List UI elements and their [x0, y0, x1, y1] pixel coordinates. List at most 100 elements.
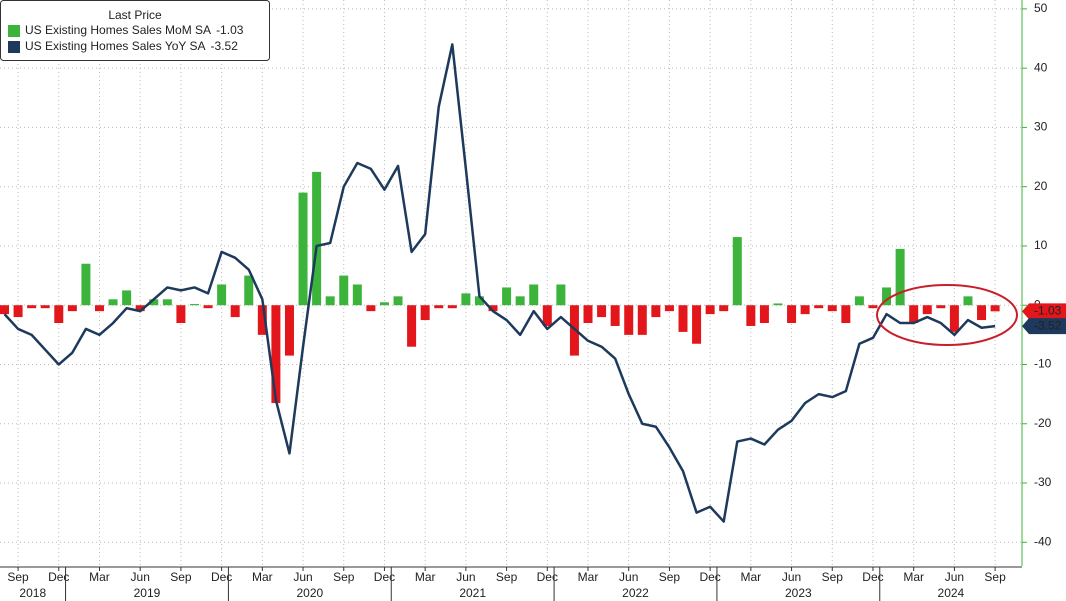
year-label: 2024 — [938, 586, 965, 600]
bar — [990, 305, 1000, 312]
bar — [542, 305, 552, 326]
bar — [759, 305, 769, 324]
bar — [407, 305, 417, 347]
x-tick-label: Mar — [89, 570, 110, 584]
bar — [949, 305, 959, 332]
year-label: 2023 — [785, 586, 812, 600]
bar — [312, 171, 322, 306]
bar — [298, 192, 308, 306]
bar — [162, 299, 172, 306]
bar — [339, 275, 349, 306]
bar — [678, 305, 688, 332]
bar — [284, 305, 294, 356]
bar — [366, 305, 376, 312]
bar — [692, 305, 702, 344]
year-label: 2022 — [622, 586, 649, 600]
x-tick-label: Sep — [496, 570, 518, 584]
x-tick-label: Jun — [619, 570, 638, 584]
highlight-circle — [876, 284, 1018, 346]
y-tick-label: -20 — [1034, 416, 1052, 430]
legend-label: US Existing Homes Sales MoM SA — [25, 23, 211, 37]
year-label: 2019 — [134, 586, 161, 600]
bar — [502, 287, 512, 306]
y-tick-label: 40 — [1034, 60, 1048, 74]
x-tick-label: Sep — [822, 570, 844, 584]
y-tick-label: 20 — [1034, 179, 1048, 193]
x-tick-label: Jun — [945, 570, 964, 584]
x-tick-label: Mar — [415, 570, 436, 584]
x-tick-label: Sep — [7, 570, 29, 584]
x-tick-label: Dec — [699, 570, 720, 584]
x-tick-label: Jun — [293, 570, 312, 584]
x-tick-label: Mar — [578, 570, 599, 584]
bar — [909, 305, 919, 324]
x-tick-label: Dec — [862, 570, 883, 584]
bar — [420, 305, 430, 321]
bar — [54, 305, 64, 324]
bar — [977, 305, 987, 321]
bar — [488, 305, 498, 312]
legend-value: -1.03 — [216, 23, 244, 37]
bar — [257, 305, 267, 335]
value-tag — [1022, 318, 1066, 335]
bar — [814, 305, 824, 309]
bar — [108, 299, 118, 306]
bar — [583, 305, 593, 324]
y-tick-label: 10 — [1034, 238, 1048, 252]
bar — [67, 305, 77, 312]
bar — [610, 305, 620, 326]
legend-swatch — [8, 25, 20, 37]
y-tick-label: 50 — [1034, 1, 1048, 15]
y-tick-label: -30 — [1034, 475, 1052, 489]
bar — [705, 305, 715, 315]
bar — [176, 305, 186, 324]
value-tag — [1022, 303, 1066, 320]
y-tick-label: 30 — [1034, 120, 1048, 134]
bar — [13, 305, 23, 318]
bar — [271, 305, 281, 404]
bar — [651, 305, 661, 318]
x-tick-label: Jun — [131, 570, 150, 584]
x-tick-label: Sep — [170, 570, 192, 584]
x-tick-label: Dec — [211, 570, 232, 584]
x-tick-label: Mar — [741, 570, 762, 584]
bar — [895, 248, 905, 306]
bar — [40, 305, 50, 309]
bar — [868, 305, 878, 309]
bar — [637, 305, 647, 335]
legend-label: US Existing Homes Sales YoY SA — [25, 39, 206, 53]
bar — [352, 284, 362, 306]
x-tick-label: Jun — [782, 570, 801, 584]
bar — [379, 302, 389, 306]
bar — [746, 305, 756, 326]
legend: Last Price US Existing Homes Sales MoM S… — [0, 0, 270, 61]
bar — [81, 263, 91, 306]
bar — [325, 296, 335, 306]
bar — [841, 305, 851, 324]
x-tick-label: Dec — [48, 570, 69, 584]
bar — [597, 305, 607, 318]
legend-box — [0, 0, 270, 61]
bar — [189, 304, 199, 306]
bar — [882, 287, 892, 306]
bar — [122, 290, 132, 306]
line — [3, 43, 996, 523]
bar — [244, 275, 254, 306]
bar — [773, 303, 783, 306]
bar — [624, 305, 634, 335]
bar — [827, 305, 837, 312]
x-tick-label: Mar — [252, 570, 273, 584]
bar — [556, 284, 566, 306]
bar — [854, 296, 864, 306]
bar — [922, 305, 932, 315]
x-tick-label: Jun — [456, 570, 475, 584]
bar — [732, 237, 742, 306]
bar — [461, 293, 471, 306]
legend-title: Last Price — [108, 8, 162, 22]
bar — [447, 305, 457, 309]
bar — [529, 284, 539, 306]
bar — [27, 305, 37, 309]
x-tick-label: Sep — [333, 570, 355, 584]
bar — [203, 305, 213, 309]
